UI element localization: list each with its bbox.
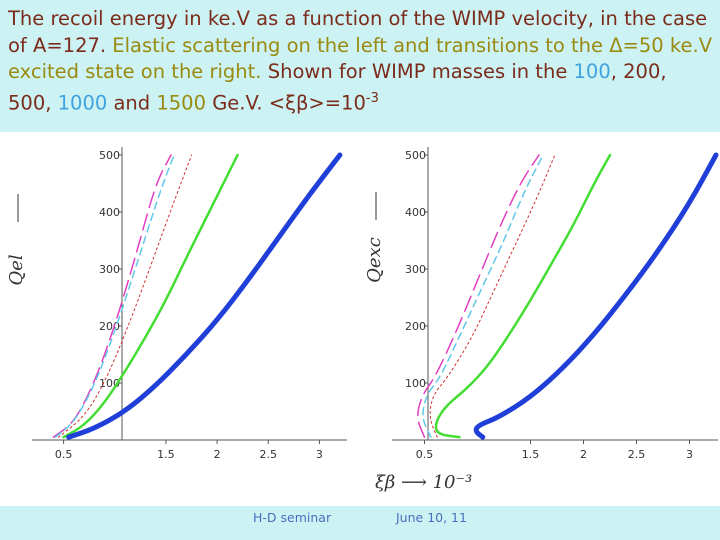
series-line [473, 152, 719, 440]
series-line [417, 154, 540, 438]
title-part: 1000 [57, 91, 108, 114]
y-tick-label: 500 [99, 149, 120, 162]
x-tick-label: 0.5 [416, 448, 434, 461]
series-line [57, 154, 192, 438]
title-banner [0, 0, 720, 132]
chart-right: 100 200 300 400 500 0.5 1.5 2 2.5 3 Qexc ξβ ⟶ 10⁻³ [364, 147, 719, 493]
y-tick-label: 200 [99, 320, 120, 333]
footer-bar [0, 506, 720, 540]
title-part: -3 [365, 90, 379, 106]
x-tick-label: 2 [214, 448, 221, 461]
y-tick-label: 300 [99, 263, 120, 276]
series-line [422, 154, 544, 438]
y-tick-label: 200 [405, 320, 426, 333]
x-tick-label: 0.5 [55, 448, 73, 461]
series-line [54, 154, 175, 438]
x-tick-label: 1.5 [157, 448, 175, 461]
title-part: , 200, 500, [8, 60, 667, 114]
y-axis-label: Qexc [364, 237, 385, 283]
title-part: Elastic scattering on the left and trans… [112, 33, 604, 57]
footer-left: H-D seminar [253, 510, 332, 525]
series-line [52, 154, 172, 438]
title-part: 100 [573, 60, 611, 83]
title-part: and [107, 91, 157, 114]
slide-title: The recoil energy in ke.V as a function … [8, 6, 714, 117]
series-line [429, 154, 556, 438]
x-tick-label: 3 [316, 448, 323, 461]
x-axis-label: ξβ ⟶ 10⁻³ [375, 472, 472, 493]
y-tick-label: 300 [405, 263, 426, 276]
y-tick-label: 400 [99, 206, 120, 219]
x-tick-label: 1.5 [522, 448, 540, 461]
x-tick-label: 3 [686, 448, 693, 461]
title-part: Ge.V. <ξβ>=10 [206, 91, 366, 114]
x-tick-label: 2 [580, 448, 587, 461]
x-tick-label: 2.5 [628, 448, 646, 461]
series-line [66, 152, 343, 440]
title-part: Shown for WIMP masses in the [267, 60, 574, 83]
x-tick-label: 2.5 [260, 448, 278, 461]
title-part: The recoil energy in ke.V as a function … [8, 7, 708, 57]
y-tick-label: 500 [405, 149, 426, 162]
series-line [434, 153, 612, 439]
y-axis-label: Qel [6, 254, 27, 285]
title-part: Δ=50 ke.V excited state on the right. [8, 33, 713, 84]
title-part: 1500 [156, 91, 206, 114]
series-line [62, 153, 239, 439]
y-tick-label: 400 [405, 206, 426, 219]
y-tick-label: 100 [405, 377, 426, 390]
footer-right: June 10, 11 [396, 510, 467, 525]
